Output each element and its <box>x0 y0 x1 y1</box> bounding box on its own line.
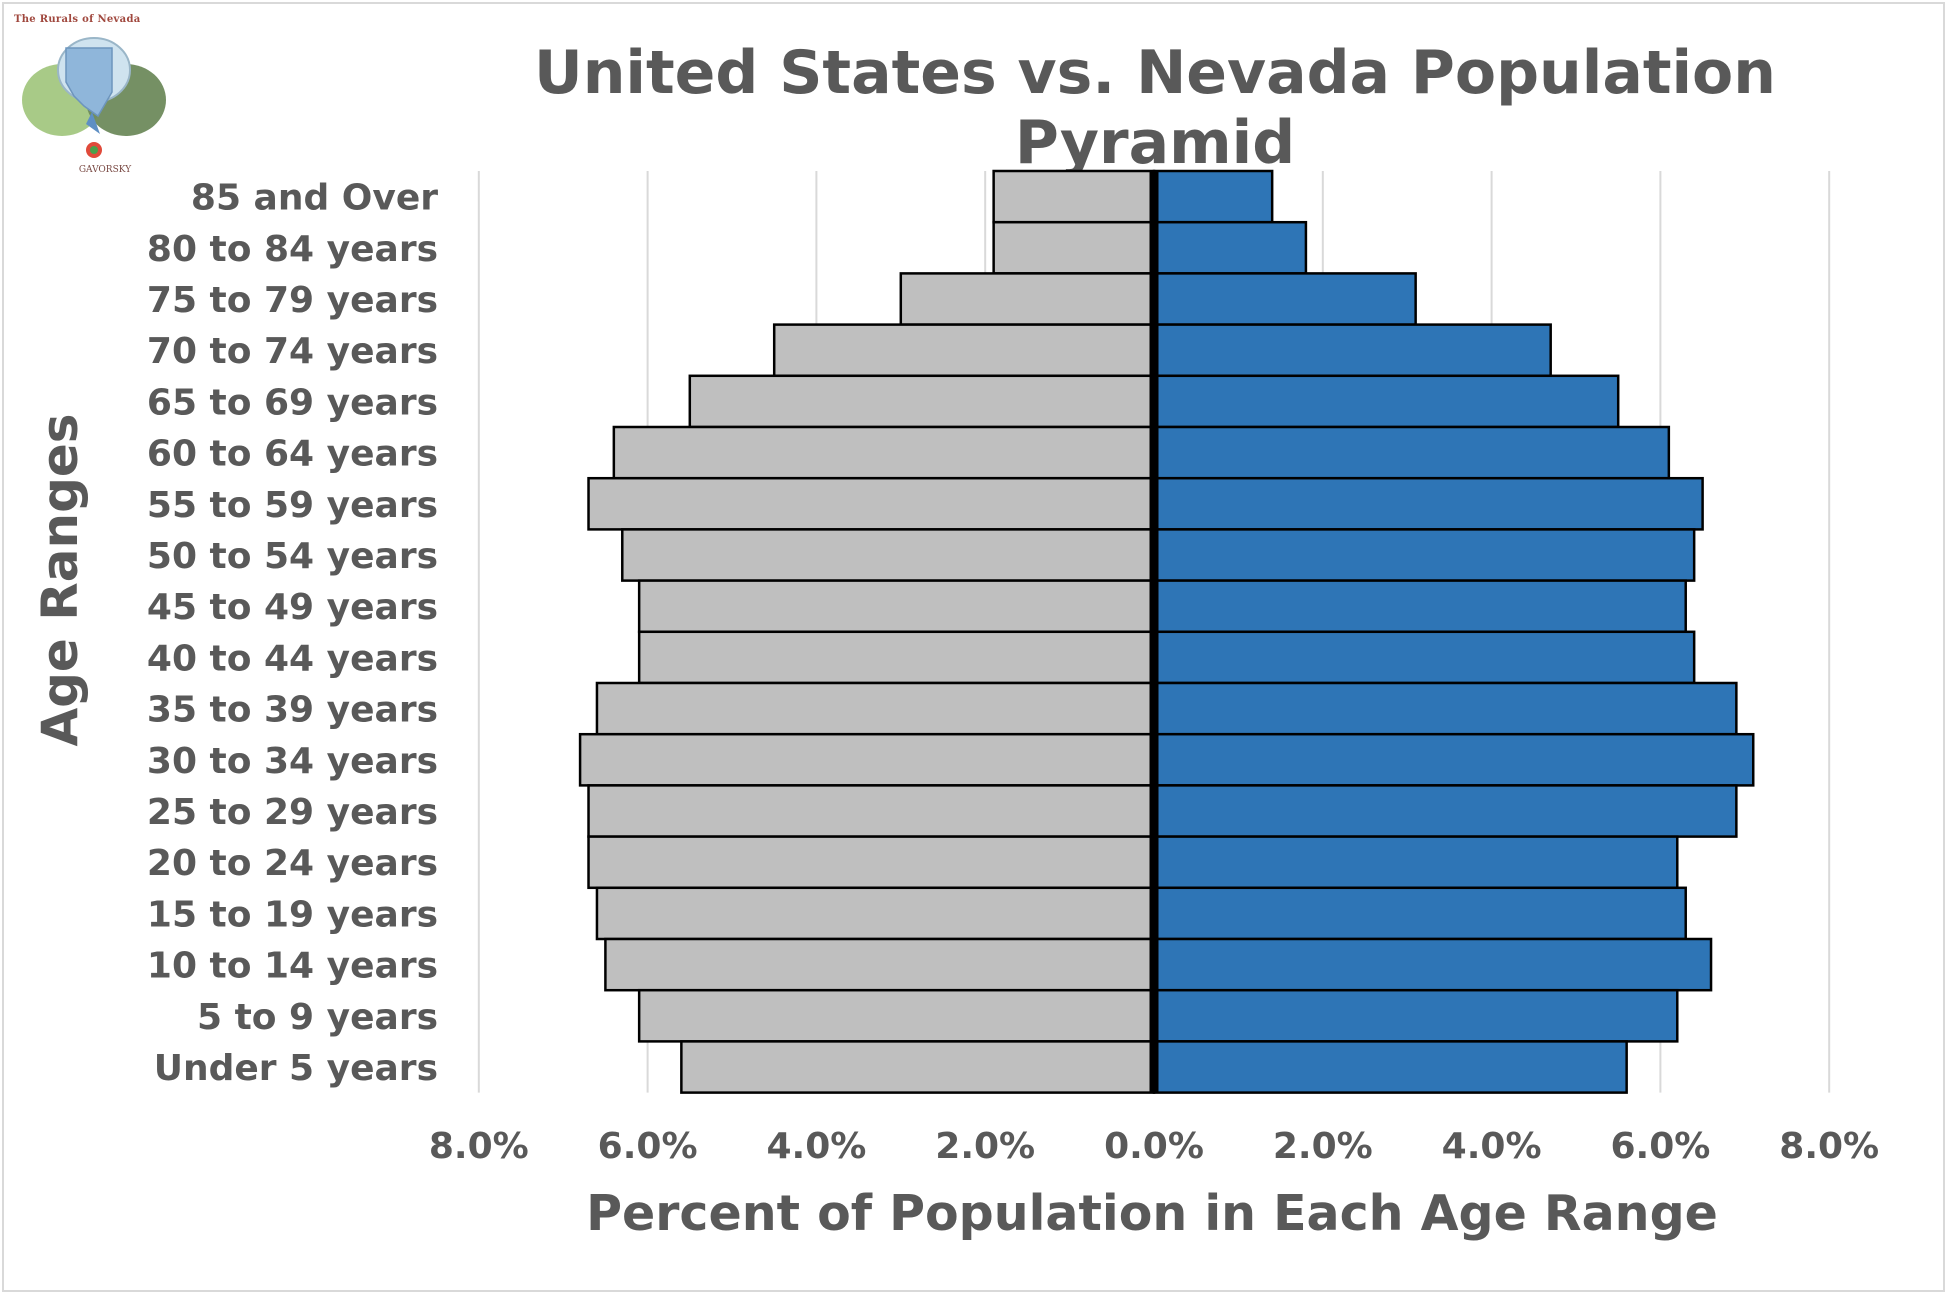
category-label: 85 and Over <box>191 178 438 219</box>
x-tick-label: 4.0% <box>766 1126 866 1167</box>
bar-right-7 <box>1152 528 1696 582</box>
x-tick-label: 6.0% <box>1610 1126 1710 1167</box>
chart-title: United States vs. Nevada Population Pyra… <box>533 38 1776 178</box>
category-label: 50 to 54 years <box>147 536 438 577</box>
x-tick-labels: 8.0% 6.0% 4.0% 2.0% 0.0% 2.0% 4.0% 6.0% 8.0% <box>429 1126 1879 1167</box>
x-tick-label: 0.0% <box>1104 1126 1204 1167</box>
logo-caption: The Rurals of Nevada <box>14 14 141 25</box>
bar-left-13 <box>587 835 1156 890</box>
rurals-of-nevada-logo <box>22 37 166 158</box>
bar-left-1 <box>992 220 1156 275</box>
bar-right-6 <box>1152 476 1704 531</box>
bar-right-5 <box>1152 425 1671 480</box>
bar-right-2 <box>1152 272 1417 326</box>
x-tick-label: 8.0% <box>429 1126 529 1167</box>
category-label: 60 to 64 years <box>147 434 438 475</box>
bar-left-12 <box>587 784 1156 838</box>
bar-right-12 <box>1152 784 1738 838</box>
bar-left-4 <box>688 374 1156 429</box>
bar-left-2 <box>899 272 1156 326</box>
x-tick-label: 6.0% <box>598 1126 698 1167</box>
x-tick-label: 2.0% <box>935 1126 1035 1167</box>
bar-right-8 <box>1152 579 1687 634</box>
bar-right-14 <box>1152 886 1687 941</box>
category-label: 20 to 24 years <box>147 843 438 884</box>
bar-left-14 <box>595 886 1156 941</box>
category-label: 70 to 74 years <box>147 331 438 372</box>
bar-right-15 <box>1152 937 1713 992</box>
bar-left-16 <box>637 988 1156 1043</box>
bar-left-15 <box>604 937 1156 992</box>
category-label: 65 to 69 years <box>147 382 438 423</box>
bar-right-4 <box>1152 374 1620 429</box>
bar-left-9 <box>637 630 1156 685</box>
category-label: 35 to 39 years <box>147 690 438 731</box>
category-label: 40 to 44 years <box>147 638 438 679</box>
bar-left-5 <box>612 425 1156 480</box>
logo-brand: GAVORSKY <box>78 165 132 175</box>
bar-right-13 <box>1152 835 1679 890</box>
bar-right-1 <box>1152 220 1308 275</box>
bar-right-17 <box>1152 1040 1628 1094</box>
x-axis-title: Percent of Population in Each Age Range <box>586 1185 1718 1242</box>
bar-left-17 <box>680 1040 1156 1094</box>
bar-right-0 <box>1152 169 1274 224</box>
category-label: 80 to 84 years <box>147 229 438 270</box>
x-tick-label: 8.0% <box>1779 1126 1879 1167</box>
bars <box>578 169 1755 1094</box>
category-labels: 85 and Over 80 to 84 years 75 to 79 years 7… <box>147 178 438 1089</box>
category-label: 55 to 59 years <box>147 485 438 526</box>
bar-left-3 <box>772 323 1156 378</box>
bar-left-10 <box>595 681 1156 736</box>
bar-left-11 <box>578 732 1156 787</box>
bar-right-11 <box>1152 732 1755 787</box>
bar-left-0 <box>992 169 1156 224</box>
category-label: 45 to 49 years <box>147 587 438 628</box>
category-label: 5 to 9 years <box>197 997 438 1038</box>
category-label: 15 to 19 years <box>147 894 438 935</box>
bar-left-8 <box>637 579 1156 634</box>
category-label: Under 5 years <box>154 1048 438 1089</box>
bar-left-6 <box>587 476 1156 531</box>
bar-left-7 <box>621 528 1156 582</box>
category-label: 30 to 34 years <box>147 741 438 782</box>
x-tick-label: 2.0% <box>1273 1126 1373 1167</box>
bar-right-3 <box>1152 323 1552 378</box>
category-label: 25 to 29 years <box>147 792 438 833</box>
bar-right-10 <box>1152 681 1738 736</box>
category-label: 10 to 14 years <box>147 946 438 987</box>
x-tick-label: 4.0% <box>1442 1126 1542 1167</box>
bar-right-16 <box>1152 988 1679 1043</box>
bar-right-9 <box>1152 630 1696 685</box>
category-label: 75 to 79 years <box>147 280 438 321</box>
